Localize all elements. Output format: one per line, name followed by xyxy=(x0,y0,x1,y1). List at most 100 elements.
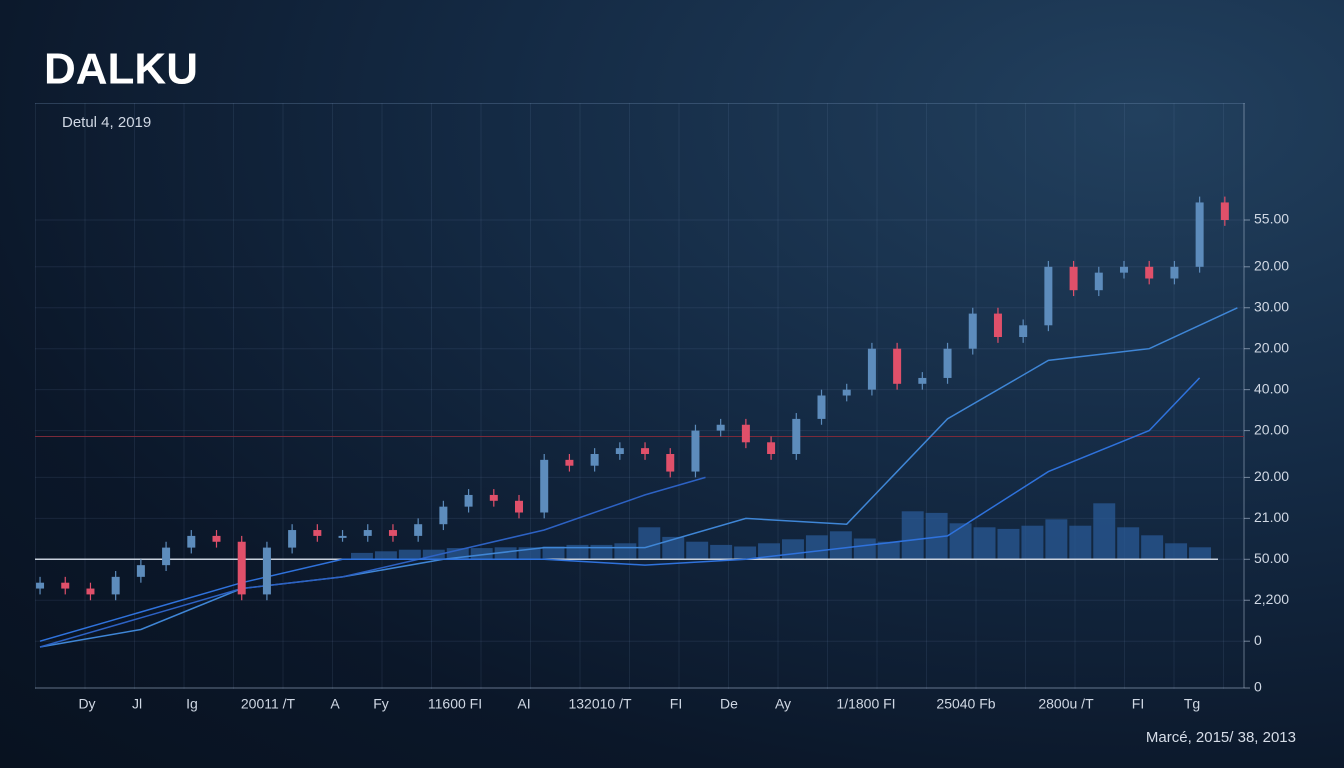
volume-bar xyxy=(1021,525,1044,560)
x-tick-label: 11600 FI xyxy=(428,696,482,712)
volume-bar xyxy=(997,528,1020,560)
x-tick-label: 20011 /T xyxy=(241,696,296,712)
candle-body xyxy=(136,565,145,577)
volume-bar xyxy=(566,544,589,560)
volume-bar xyxy=(542,546,565,560)
volume-bar xyxy=(470,548,493,560)
candle-body xyxy=(691,430,700,472)
x-tick-label: De xyxy=(720,696,738,712)
volume-bar xyxy=(877,541,900,560)
volume-bar xyxy=(662,536,685,560)
candle-body xyxy=(237,541,246,595)
y-tick-label: 40.00 xyxy=(1254,380,1289,396)
x-tick-label: 25040 Fb xyxy=(936,696,995,712)
volume-bar xyxy=(638,527,661,560)
candle-body xyxy=(943,348,952,378)
candle-body xyxy=(86,588,95,595)
candle-body xyxy=(968,313,977,349)
candle-body xyxy=(212,535,221,542)
candle-body xyxy=(1170,266,1179,279)
x-tick-label: AI xyxy=(517,696,530,712)
volume-bar xyxy=(351,552,373,560)
volume-bar xyxy=(829,531,852,560)
x-tick-label: FI xyxy=(1132,696,1144,712)
volume-bar xyxy=(374,551,397,560)
y-tick-label: 0 xyxy=(1254,679,1262,695)
x-tick-label: Dy xyxy=(78,696,95,712)
volume-bar xyxy=(590,544,613,560)
y-tick-label: 20.00 xyxy=(1254,339,1289,355)
y-tick-label: 21.00 xyxy=(1254,509,1289,525)
volume-bar xyxy=(1069,525,1092,560)
x-tick-label: Fy xyxy=(373,696,389,712)
volume-bar xyxy=(973,527,996,560)
volume-bar xyxy=(925,512,948,560)
volume-bar xyxy=(710,544,733,560)
volume-bar xyxy=(614,543,637,560)
candle-body xyxy=(515,500,523,513)
candle-body xyxy=(1094,272,1103,291)
candle-body xyxy=(565,459,574,466)
chart-subtitle: Detul 4, 2019 xyxy=(62,114,151,131)
volume-bar xyxy=(398,549,421,560)
line-series xyxy=(39,476,706,648)
y-tick-label: 20.00 xyxy=(1254,421,1289,437)
volume-bar xyxy=(446,548,469,560)
candle-body xyxy=(716,424,725,431)
volume-bar xyxy=(1093,503,1116,560)
candle-body xyxy=(363,530,372,536)
x-tick-label: 1/1800 FI xyxy=(836,696,895,712)
candle-body xyxy=(288,530,297,548)
candle-body xyxy=(1044,266,1053,326)
x-tick-label: FI xyxy=(670,696,682,712)
y-tick-label: 50.00 xyxy=(1254,550,1289,566)
volume-bar xyxy=(1189,547,1211,560)
x-tick-label: Tg xyxy=(1184,696,1200,712)
volume-bar xyxy=(949,523,972,560)
candle-body xyxy=(540,459,549,513)
volume-bar xyxy=(853,538,876,560)
candle-body xyxy=(1220,202,1229,220)
volume-bar xyxy=(422,549,445,560)
candle-body xyxy=(388,530,397,536)
candle-body xyxy=(162,547,171,566)
volume-bar xyxy=(1165,543,1188,560)
x-tick-label: 132010 /T xyxy=(568,696,631,712)
volume-bar xyxy=(1117,527,1140,560)
candle-body xyxy=(1069,266,1078,291)
y-tick-label: 20.00 xyxy=(1254,468,1289,484)
candle-body xyxy=(792,418,801,454)
candle-body xyxy=(893,348,902,384)
candle-body xyxy=(489,494,498,501)
candle-body xyxy=(338,535,347,538)
candle-body xyxy=(439,506,448,525)
chart-title: DALKU xyxy=(44,45,198,94)
candle-body xyxy=(767,442,776,454)
candle-body xyxy=(36,582,45,589)
footer: Marcé, 2015/ 38, 2013 xyxy=(1146,729,1296,746)
candle-body xyxy=(641,448,650,454)
x-tick-label: Ig xyxy=(186,696,198,712)
x-tick-label: 2800u /T xyxy=(1038,696,1094,712)
candle-body xyxy=(464,494,473,507)
volume-bar xyxy=(805,535,828,560)
candle-body xyxy=(262,547,271,595)
candle-body xyxy=(1120,266,1128,273)
candle-body xyxy=(61,582,70,589)
candle-body xyxy=(615,448,624,454)
y-tick-label: 20.00 xyxy=(1254,258,1289,274)
candle-body xyxy=(590,454,599,466)
volume-bar xyxy=(734,546,757,560)
candle-body xyxy=(918,377,927,384)
volume-bar xyxy=(901,511,924,560)
candle-body xyxy=(313,530,322,536)
volume-bar xyxy=(1045,519,1068,560)
y-tick-label: 55.00 xyxy=(1254,211,1289,227)
x-tick-label: Ay xyxy=(775,696,791,712)
line-series xyxy=(39,377,1201,642)
candle-body xyxy=(993,313,1002,337)
candle-body xyxy=(187,535,196,548)
candle-body xyxy=(414,524,423,536)
